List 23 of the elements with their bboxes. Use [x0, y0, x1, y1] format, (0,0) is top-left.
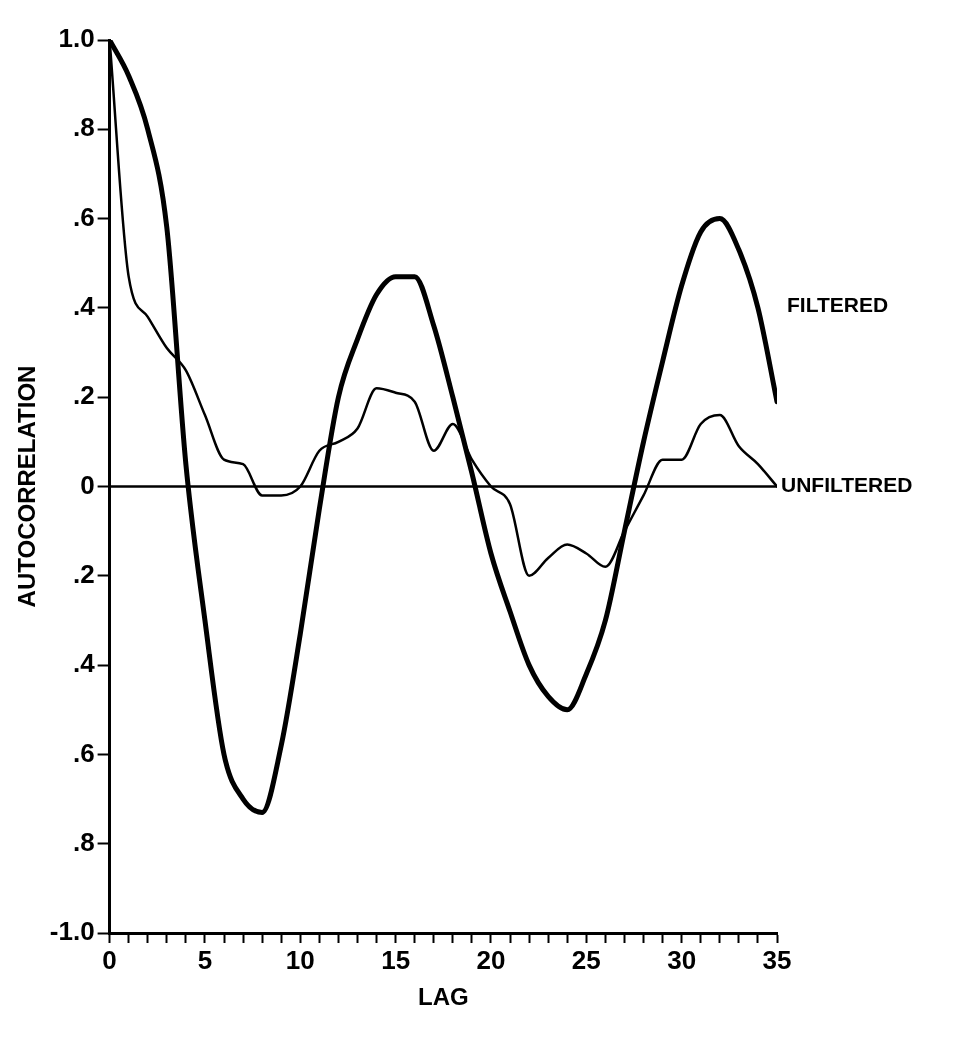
x-tick-label: 30 [667, 944, 697, 975]
y-tick-label: .6 [72, 201, 95, 232]
x-tick-label: 15 [381, 944, 411, 975]
y-tick-label: .6 [72, 737, 95, 768]
y-tick-label: .4 [72, 648, 96, 679]
y-tick-label: 0 [80, 469, 95, 500]
x-tick-label: 25 [571, 944, 601, 975]
y-tick-label: .8 [72, 826, 95, 857]
y-axis-title: AUTOCORRELATION [13, 365, 41, 608]
x-axis-title: LAG [417, 983, 469, 1011]
series-label: UNFILTERED [781, 473, 913, 497]
x-tick-label: 5 [197, 944, 213, 975]
x-tick-label: 10 [285, 944, 315, 975]
y-tick-label: .4 [72, 291, 96, 322]
y-tick-label: .2 [72, 558, 95, 589]
x-tick-label: 20 [476, 944, 506, 975]
y-tick-label: .8 [72, 112, 95, 143]
x-tick-label: 35 [762, 944, 792, 975]
x-tick-label: 0 [102, 944, 117, 975]
y-tick-label: .2 [72, 380, 95, 411]
y-tick-label: 1.0 [58, 23, 95, 54]
series-label: FILTERED [787, 293, 889, 317]
y-tick-label: -1.0 [49, 916, 95, 947]
